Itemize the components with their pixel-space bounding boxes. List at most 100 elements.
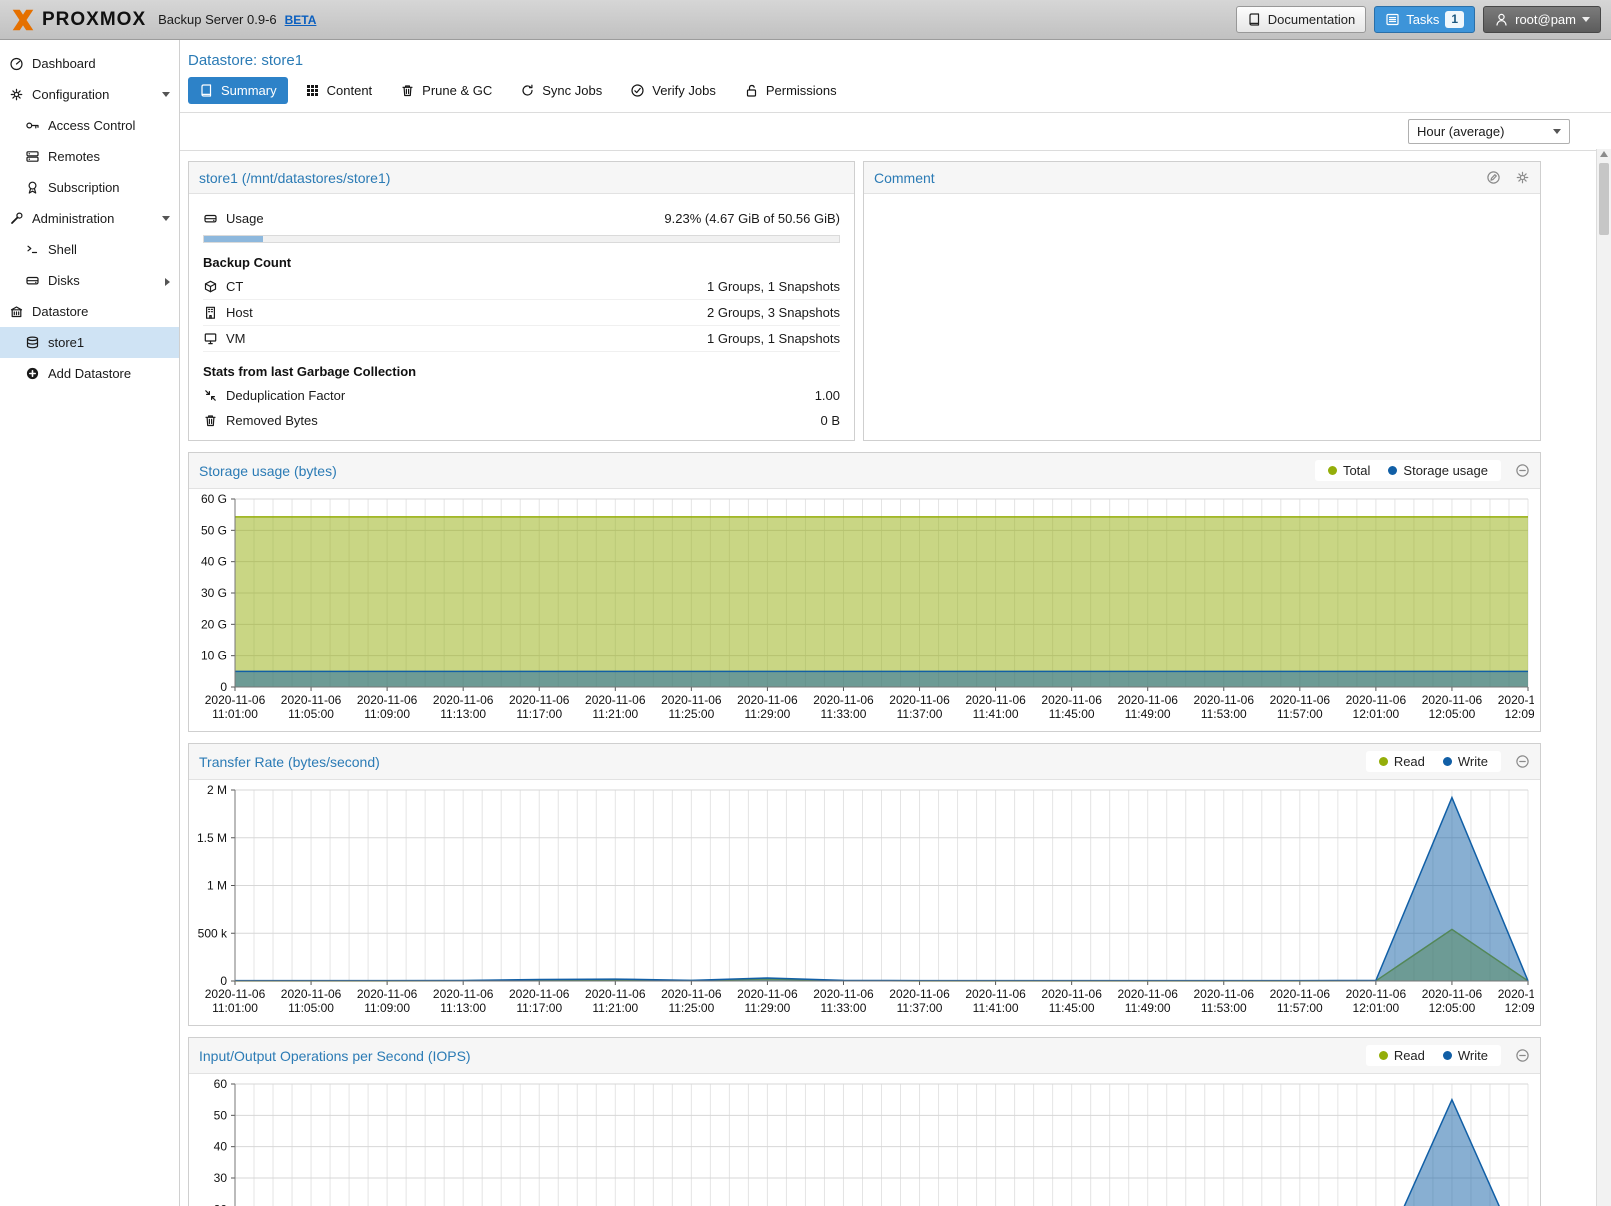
row-value: 1.00	[814, 388, 840, 403]
svg-text:11:05:00: 11:05:00	[288, 1001, 334, 1015]
svg-text:11:33:00: 11:33:00	[821, 1001, 867, 1015]
svg-text:40 G: 40 G	[201, 555, 227, 569]
chevron-down-icon[interactable]	[162, 92, 170, 97]
svg-text:11:57:00: 11:57:00	[1277, 707, 1323, 721]
legend-item-read[interactable]: Read	[1370, 1048, 1434, 1063]
svg-text:2020-11-06: 2020-11-06	[1194, 987, 1255, 1001]
sidebar-item-label: Administration	[32, 211, 115, 226]
chevron-right-icon[interactable]	[165, 278, 170, 286]
svg-text:2020-11-06: 2020-11-06	[433, 987, 494, 1001]
sidebar-item-access-control[interactable]: Access Control	[0, 110, 179, 141]
svg-text:11:25:00: 11:25:00	[668, 707, 714, 721]
gear-icon[interactable]	[1515, 170, 1530, 185]
tasks-button[interactable]: Tasks 1	[1374, 6, 1476, 33]
gc-stats-heading: Stats from last Garbage Collection	[203, 364, 417, 379]
database-icon	[26, 336, 39, 349]
sidebar-item-shell[interactable]: Shell	[0, 234, 179, 265]
chevron-down-icon[interactable]	[162, 216, 170, 221]
host-row: Host 2 Groups, 3 Snapshots	[203, 300, 840, 326]
svg-text:2020-11-06: 2020-11-06	[1270, 987, 1331, 1001]
sidebar-item-datastore[interactable]: Datastore	[0, 296, 179, 327]
chart-toolbar: Hour (average)	[180, 113, 1611, 151]
sidebar-item-store1[interactable]: store1	[0, 327, 179, 358]
legend-item-read[interactable]: Read	[1370, 754, 1434, 769]
collapse-icon[interactable]	[1515, 463, 1530, 478]
sidebar-item-label: Dashboard	[32, 56, 96, 71]
sidebar-item-administration[interactable]: Administration	[0, 203, 179, 234]
vertical-scrollbar[interactable]	[1596, 149, 1611, 1206]
sidebar-item-subscription[interactable]: Subscription	[0, 172, 179, 203]
svg-text:11:49:00: 11:49:00	[1125, 707, 1171, 721]
sidebar-item-disks[interactable]: Disks	[0, 265, 179, 296]
legend-dot	[1388, 466, 1398, 475]
tab-sync-jobs[interactable]: Sync Jobs	[509, 77, 613, 104]
gears-icon	[10, 88, 23, 101]
iops-panel: Input/Output Operations per Second (IOPS…	[188, 1037, 1541, 1206]
svg-text:10 G: 10 G	[201, 649, 227, 663]
collapse-icon[interactable]	[1515, 1048, 1530, 1063]
svg-text:11:45:00: 11:45:00	[1049, 1001, 1095, 1015]
svg-text:2020-11-06: 2020-11-06	[661, 987, 722, 1001]
sidebar-item-remotes[interactable]: Remotes	[0, 141, 179, 172]
proxmox-x-icon	[12, 9, 34, 30]
svg-text:2020-11-06: 2020-11-06	[281, 987, 342, 1001]
tab-prune-gc[interactable]: Prune & GC	[389, 77, 503, 104]
sidebar-item-add-datastore[interactable]: Add Datastore	[0, 358, 179, 389]
svg-text:11:41:00: 11:41:00	[973, 1001, 1019, 1015]
content-area: store1 (/mnt/datastores/store1) Usage 9.…	[180, 151, 1611, 1206]
user-menu-button[interactable]: root@pam	[1483, 6, 1601, 33]
chevron-down-icon	[1553, 129, 1561, 134]
sidebar-item-label: store1	[48, 335, 85, 350]
tasks-badge: 1	[1445, 11, 1465, 28]
sidebar-item-configuration[interactable]: Configuration	[0, 79, 179, 110]
svg-text:2020-11-06: 2020-11-06	[1041, 693, 1102, 707]
tab-summary[interactable]: Summary	[188, 77, 288, 104]
svg-text:11:37:00: 11:37:00	[897, 707, 943, 721]
tab-bar: Summary Content Prune & GC Sync Jobs Ver…	[180, 75, 1611, 113]
comment-body[interactable]	[864, 194, 1540, 424]
book-icon	[1249, 13, 1259, 26]
svg-text:11:29:00: 11:29:00	[744, 707, 790, 721]
svg-text:2020-11-06: 2020-11-06	[1270, 693, 1331, 707]
tab-permissions[interactable]: Permissions	[733, 77, 848, 104]
scroll-up-arrow-icon[interactable]	[1600, 151, 1608, 157]
legend-item-write[interactable]: Write	[1434, 754, 1497, 769]
legend-item-total[interactable]: Total	[1319, 463, 1379, 478]
legend-label: Read	[1393, 1048, 1425, 1063]
svg-text:2020-11-06: 2020-11-06	[889, 693, 950, 707]
svg-text:11:13:00: 11:13:00	[440, 707, 486, 721]
sidebar-item-dashboard[interactable]: Dashboard	[0, 48, 179, 79]
documentation-button[interactable]: Documentation	[1235, 6, 1367, 33]
panel-title: Input/Output Operations per Second (IOPS…	[199, 1047, 471, 1064]
legend-dot	[1378, 1051, 1388, 1060]
svg-text:2020-11-06: 2020-11-06	[205, 987, 266, 1001]
svg-text:11:09:00: 11:09:00	[364, 707, 410, 721]
scrollbar-thumb[interactable]	[1599, 163, 1609, 235]
certificate-icon	[28, 181, 37, 194]
svg-text:1.5 M: 1.5 M	[197, 831, 227, 845]
row-value: 2 Groups, 3 Snapshots	[707, 305, 840, 320]
edit-icon[interactable]	[1486, 170, 1501, 185]
server-icon	[26, 151, 39, 162]
monitor-icon	[204, 333, 217, 345]
beta-link[interactable]: BETA	[284, 12, 317, 27]
collapse-icon[interactable]	[1515, 754, 1530, 769]
storage-usage-panel: Storage usage (bytes) Total Storage usag…	[188, 452, 1541, 732]
svg-text:20 G: 20 G	[201, 617, 227, 631]
usage-progress-bar	[203, 235, 840, 243]
page-title: Datastore: store1	[188, 52, 304, 69]
removed-bytes-row: Removed Bytes 0 B	[203, 408, 840, 433]
legend-item-storage-usage[interactable]: Storage usage	[1379, 463, 1497, 478]
tab-content[interactable]: Content	[294, 77, 384, 104]
svg-text:50 G: 50 G	[201, 523, 227, 537]
svg-text:1 M: 1 M	[207, 879, 227, 893]
time-range-select[interactable]: Hour (average)	[1408, 119, 1570, 144]
chart-legend: Read Write	[1365, 1045, 1501, 1066]
tab-verify-jobs[interactable]: Verify Jobs	[619, 77, 727, 104]
trash-icon	[205, 415, 216, 427]
plus-circle-icon	[26, 367, 39, 380]
svg-text:2020-11-06: 2020-11-06	[433, 693, 494, 707]
sidebar-item-label: Access Control	[48, 118, 136, 133]
svg-text:2020-11-06: 2020-11-06	[1346, 987, 1407, 1001]
legend-item-write[interactable]: Write	[1434, 1048, 1497, 1063]
